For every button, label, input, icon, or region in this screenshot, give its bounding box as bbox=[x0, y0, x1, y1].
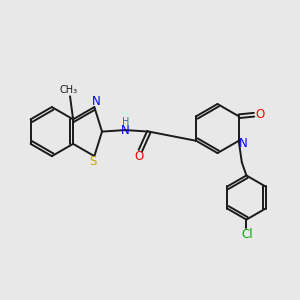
Text: N: N bbox=[121, 124, 130, 137]
Text: S: S bbox=[89, 155, 97, 168]
Text: N: N bbox=[92, 95, 100, 108]
Text: H: H bbox=[122, 117, 129, 128]
Text: N: N bbox=[239, 137, 248, 150]
Text: Cl: Cl bbox=[241, 229, 253, 242]
Text: CH₃: CH₃ bbox=[59, 85, 78, 94]
Text: O: O bbox=[134, 150, 143, 163]
Text: O: O bbox=[255, 108, 264, 121]
